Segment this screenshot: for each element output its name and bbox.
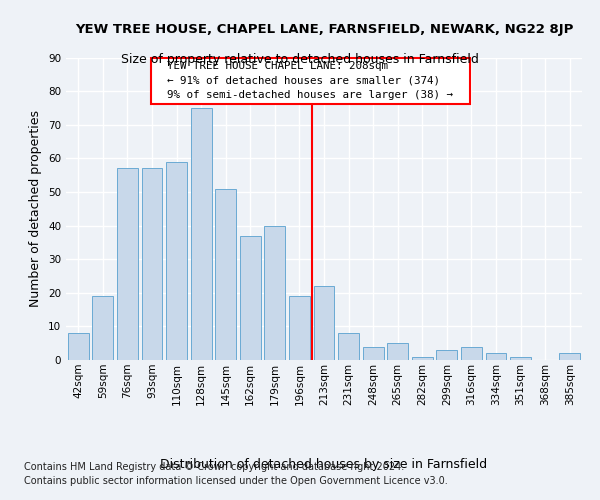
Bar bbox=[68, 333, 89, 360]
Bar bbox=[559, 354, 580, 360]
Bar bbox=[461, 346, 482, 360]
Bar bbox=[510, 356, 531, 360]
Bar bbox=[314, 286, 334, 360]
Bar bbox=[92, 296, 113, 360]
Text: YEW TREE HOUSE CHAPEL LANE: 208sqm  
  ← 91% of detached houses are smaller (374: YEW TREE HOUSE CHAPEL LANE: 208sqm ← 91%… bbox=[154, 61, 466, 100]
Bar bbox=[362, 346, 383, 360]
Bar bbox=[289, 296, 310, 360]
Text: Contains public sector information licensed under the Open Government Licence v3: Contains public sector information licen… bbox=[24, 476, 448, 486]
Bar bbox=[412, 356, 433, 360]
Title: YEW TREE HOUSE, CHAPEL LANE, FARNSFIELD, NEWARK, NG22 8JP: YEW TREE HOUSE, CHAPEL LANE, FARNSFIELD,… bbox=[75, 22, 573, 36]
Bar bbox=[387, 343, 408, 360]
Bar bbox=[166, 162, 187, 360]
Bar bbox=[215, 188, 236, 360]
Bar bbox=[485, 354, 506, 360]
Bar bbox=[191, 108, 212, 360]
Bar bbox=[117, 168, 138, 360]
Text: Size of property relative to detached houses in Farnsfield: Size of property relative to detached ho… bbox=[121, 52, 479, 66]
Bar bbox=[142, 168, 163, 360]
Bar bbox=[338, 333, 359, 360]
Bar bbox=[265, 226, 286, 360]
Bar bbox=[240, 236, 261, 360]
Bar bbox=[436, 350, 457, 360]
Text: Contains HM Land Registry data © Crown copyright and database right 2024.: Contains HM Land Registry data © Crown c… bbox=[24, 462, 404, 472]
Y-axis label: Number of detached properties: Number of detached properties bbox=[29, 110, 43, 307]
X-axis label: Distribution of detached houses by size in Farnsfield: Distribution of detached houses by size … bbox=[160, 458, 488, 470]
